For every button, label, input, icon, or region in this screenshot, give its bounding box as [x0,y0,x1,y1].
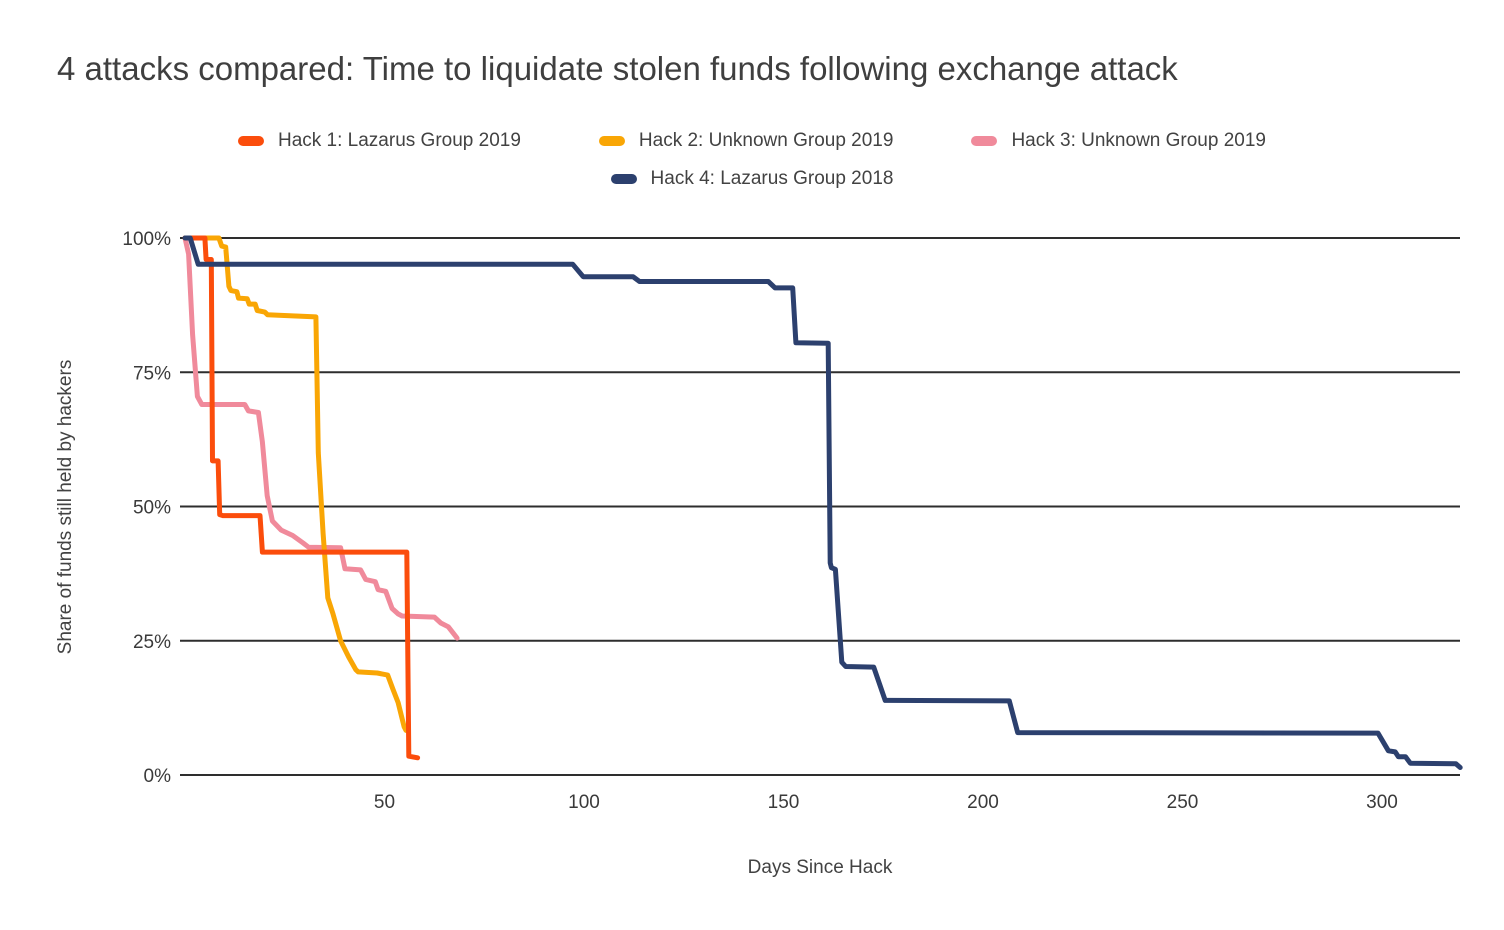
legend-label-hack4: Hack 4: Lazarus Group 2018 [650,168,894,189]
series-line-hack-4-lazarus-group-2018 [182,235,1463,770]
legend-label-hack3: Hack 3: Unknown Group 2019 [1011,130,1266,151]
line-chart-plot-area: 100% 75% 50% 25% 0% 50 100 150 200 250 300 [122,229,1463,813]
legend-item-hack2: Hack 2: Unknown Group 2019 [598,130,894,152]
y-tick-label-100%: 100% [122,229,171,250]
legend-swatch-hack4 [610,174,637,184]
x-tick-label-150: 150 [768,792,800,813]
x-tick-label-100: 100 [568,792,600,813]
legend-item-hack4: Hack 4: Lazarus Group 2018 [610,168,894,190]
y-tick-label-25%: 25% [133,632,171,653]
x-tick-label-250: 250 [1167,792,1199,813]
legend-row-1: Hack 1: Lazarus Group 2019 Hack 2: Unkno… [0,130,1504,152]
chart-title: 4 attacks compared: Time to liquidate st… [57,50,1178,87]
legend-item-hack1: Hack 1: Lazarus Group 2019 [237,130,521,152]
x-tick-label-300: 300 [1366,792,1398,813]
legend-swatch-hack1 [237,136,264,146]
y-tick-label-75%: 75% [133,363,171,384]
y-axis-title: Share of funds still held by hackers [55,359,76,655]
y-tick-label-50%: 50% [133,498,171,519]
legend-label-hack2: Hack 2: Unknown Group 2019 [638,130,894,151]
x-axis-title: Days Since Hack [747,857,893,878]
series-line-hack-1-lazarus-group-2019 [182,235,421,761]
x-tick-label-200: 200 [967,792,999,813]
series-line-hack-3-unknown-group-2019 [182,235,460,641]
legend-row-2: Hack 4: Lazarus Group 2018 [0,168,1504,190]
x-tick-label-50: 50 [374,792,395,813]
legend-item-hack3: Hack 3: Unknown Group 2019 [971,130,1266,152]
legend-swatch-hack3 [971,136,998,146]
series-line-hack-2-unknown-group-2019 [182,235,409,733]
y-tick-label-0%: 0% [144,766,172,787]
legend-swatch-hack2 [598,136,625,146]
legend-label-hack1: Hack 1: Lazarus Group 2019 [277,130,521,151]
